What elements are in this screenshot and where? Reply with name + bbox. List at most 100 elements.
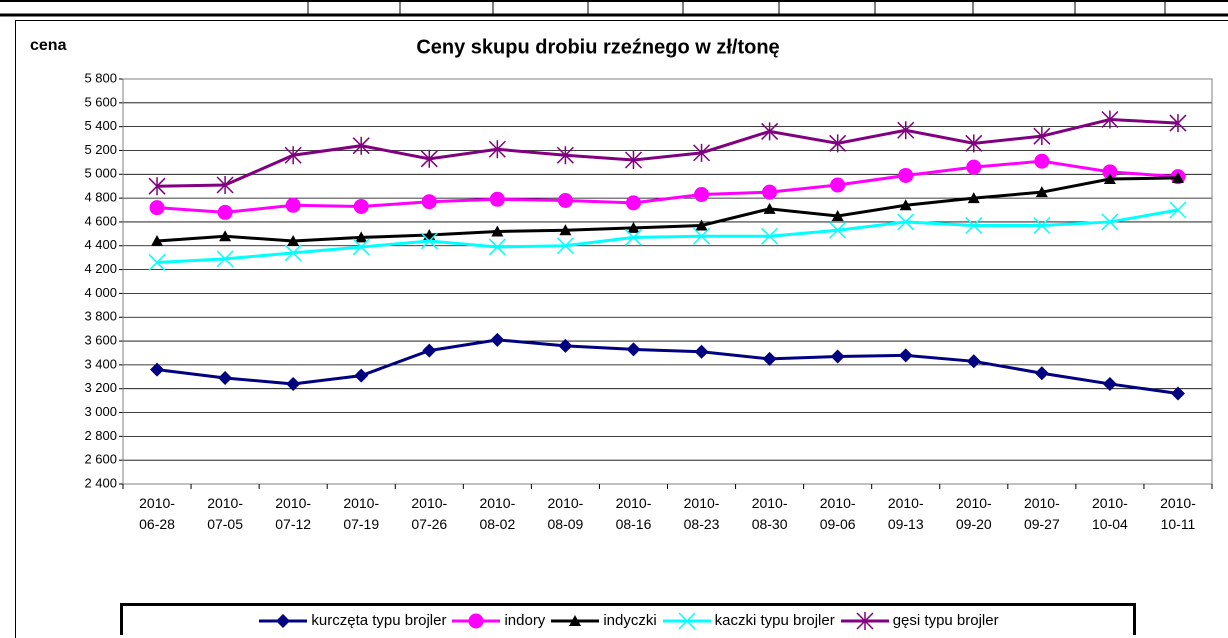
marker — [1034, 366, 1049, 381]
marker — [216, 250, 234, 268]
marker — [218, 370, 233, 385]
marker — [1034, 153, 1050, 169]
marker — [557, 193, 573, 208]
y-axis-label: cena — [30, 37, 67, 54]
marker — [763, 202, 776, 214]
x-tick-label: 2010-08-02 — [479, 495, 516, 532]
marker — [966, 159, 982, 175]
marker — [830, 349, 845, 364]
marker — [352, 136, 370, 155]
x-tick-label: 2010-10-11 — [1160, 495, 1196, 532]
marker — [761, 122, 779, 141]
y-tick-label: 2 400 — [84, 475, 117, 490]
y-tick-label: 5 200 — [84, 142, 117, 157]
marker — [897, 121, 915, 140]
legend-item: kurczęta typu brojler — [257, 611, 446, 631]
marker — [286, 376, 301, 391]
marker — [626, 342, 641, 357]
x-tick-label: 2010-10-04 — [1092, 495, 1128, 532]
series-line — [156, 338, 1179, 395]
marker — [353, 198, 369, 214]
marker — [489, 191, 505, 207]
marker — [965, 216, 983, 235]
x-tick-label: 2010-07-12 — [275, 495, 312, 532]
legend-swatch — [452, 613, 501, 628]
marker — [488, 238, 506, 256]
marker — [897, 213, 915, 231]
marker — [420, 232, 438, 250]
marker — [556, 237, 574, 255]
marker — [468, 613, 484, 628]
marker — [216, 176, 234, 195]
marker — [219, 230, 232, 242]
y-tick-label: 5 400 — [84, 118, 117, 133]
marker — [831, 209, 844, 221]
marker — [1033, 127, 1051, 146]
marker — [1035, 186, 1048, 198]
series-line — [157, 117, 1179, 188]
legend-swatch — [551, 614, 600, 626]
legend-label: gęsi typu brojler — [892, 612, 999, 629]
marker — [693, 143, 711, 162]
x-tick-label: 2010-09-27 — [1023, 495, 1060, 532]
marker — [829, 134, 847, 153]
marker — [1102, 164, 1118, 180]
legend-swatch — [840, 611, 889, 630]
marker — [1033, 216, 1051, 235]
legend-label: kurczęta typu brojler — [311, 612, 447, 629]
y-tick-label: 4 200 — [84, 261, 117, 276]
y-tick-label: 5 800 — [84, 70, 117, 85]
marker — [490, 332, 505, 347]
legend-item: indyczki — [549, 611, 657, 631]
marker — [694, 187, 710, 203]
marker — [829, 221, 847, 239]
y-tick-label: 3 800 — [84, 309, 117, 324]
x-tick-label: 2010-07-05 — [207, 495, 243, 532]
marker — [678, 611, 696, 630]
x-tick-label: 2010-08-23 — [683, 495, 720, 532]
marker — [284, 146, 302, 165]
marker — [965, 134, 983, 153]
x-tick-label: 2010-09-13 — [887, 495, 924, 532]
sheet-grid — [0, 0, 1228, 17]
y-tick-label: 5 000 — [84, 166, 117, 181]
marker — [624, 151, 642, 169]
chart-title: Ceny skupu drobiu rzeźnego w zł/tonę — [416, 36, 779, 58]
marker — [556, 146, 574, 165]
legend-label: kaczki typu brojler — [714, 612, 835, 629]
y-tick-label: 4 400 — [84, 237, 117, 252]
marker — [624, 228, 642, 246]
y-tick-label: 4 600 — [84, 213, 117, 228]
marker — [1102, 376, 1117, 391]
marker — [355, 231, 368, 243]
marker — [1103, 173, 1116, 185]
x-tick-label: 2010-08-09 — [547, 495, 584, 532]
series-line — [156, 208, 1179, 264]
y-tick-label: 3 200 — [84, 380, 117, 395]
marker — [285, 197, 301, 213]
marker — [694, 344, 709, 359]
marker — [558, 338, 573, 353]
marker — [276, 613, 291, 628]
marker — [217, 204, 233, 220]
marker — [559, 224, 572, 236]
legend-label: indory — [504, 612, 546, 629]
marker — [491, 225, 504, 237]
marker — [148, 177, 166, 196]
marker — [625, 195, 641, 211]
y-tick-label: 3 000 — [84, 404, 117, 419]
marker — [693, 227, 711, 245]
marker — [762, 351, 777, 366]
x-tick-label: 2010-06-28 — [139, 495, 175, 532]
marker — [284, 244, 302, 262]
marker — [421, 194, 437, 210]
legend-item: gęsi typu brojler — [839, 611, 999, 631]
series-line — [156, 159, 1179, 214]
marker — [1169, 201, 1187, 219]
x-tick-label: 2010-09-20 — [955, 495, 992, 532]
marker — [422, 343, 437, 358]
x-tick-label: 2010-08-16 — [615, 495, 652, 532]
marker — [151, 235, 164, 246]
marker — [1170, 386, 1185, 401]
